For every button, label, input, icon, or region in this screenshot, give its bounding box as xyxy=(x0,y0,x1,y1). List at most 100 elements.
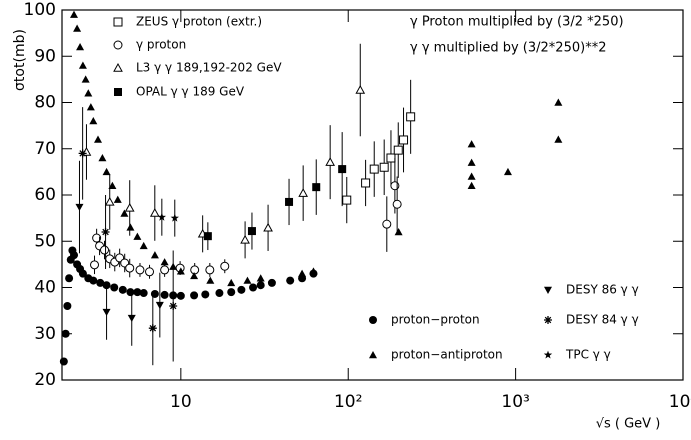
data-point xyxy=(155,301,164,310)
data-point xyxy=(89,276,98,285)
data-point xyxy=(78,149,87,158)
data-point xyxy=(256,281,265,290)
data-point xyxy=(369,164,379,174)
data-point xyxy=(467,140,476,148)
data-point xyxy=(124,202,135,212)
data-point xyxy=(139,241,148,250)
data-point xyxy=(205,265,215,275)
data-point xyxy=(84,89,93,97)
y-tick-label: 40 xyxy=(34,278,56,298)
data-point xyxy=(361,178,371,188)
data-point xyxy=(127,314,136,323)
data-point xyxy=(390,181,400,191)
legend-label: DESY 84 γ γ xyxy=(566,313,639,327)
data-point xyxy=(256,274,265,282)
data-point xyxy=(243,276,252,284)
data-point xyxy=(190,291,199,300)
y-tick-label: 20 xyxy=(34,370,56,390)
data-point xyxy=(298,188,309,197)
data-point xyxy=(160,258,169,266)
data-point xyxy=(133,288,142,297)
legend-symbol xyxy=(113,40,123,50)
data-point xyxy=(503,167,512,176)
data-point xyxy=(267,278,276,287)
x-tick-label: 10 xyxy=(170,392,192,412)
data-point xyxy=(133,232,142,240)
annotation: γ Proton multiplied by (3/2 *250) xyxy=(410,15,624,30)
data-point xyxy=(135,265,145,275)
legend-label: TPC γ γ xyxy=(565,348,611,362)
data-point xyxy=(73,24,82,32)
data-point xyxy=(247,227,256,236)
data-point xyxy=(240,234,250,244)
data-point xyxy=(65,274,74,283)
y-tick-label: 50 xyxy=(34,231,56,251)
data-point xyxy=(176,291,185,300)
data-point xyxy=(309,267,318,275)
data-point xyxy=(286,276,295,285)
data-point xyxy=(285,197,294,206)
y-tick-label: 80 xyxy=(34,93,56,113)
y-axis-label: σtot(mb) xyxy=(12,29,28,91)
data-point xyxy=(90,260,100,270)
data-point xyxy=(467,158,476,166)
legend-label: proton−proton xyxy=(391,313,480,327)
y-tick-label: 90 xyxy=(34,46,56,66)
legend-symbol xyxy=(369,351,377,359)
data-point xyxy=(59,357,68,366)
legend-symbol xyxy=(543,350,553,359)
data-point xyxy=(120,209,129,217)
data-point xyxy=(227,278,236,287)
data-point xyxy=(190,265,200,275)
data-point xyxy=(203,232,212,241)
data-point xyxy=(392,199,402,209)
data-point xyxy=(386,153,396,163)
data-point xyxy=(102,308,111,317)
data-point xyxy=(379,162,389,172)
data-point xyxy=(342,195,352,205)
data-point xyxy=(312,183,321,192)
data-point xyxy=(206,276,215,284)
data-point xyxy=(76,43,85,51)
data-point xyxy=(78,61,87,69)
x-tick-label: 10² xyxy=(334,392,362,412)
data-point xyxy=(100,245,110,255)
data-point xyxy=(148,324,157,333)
legend-label: proton−antiproton xyxy=(391,348,503,362)
legend-symbol xyxy=(114,88,122,96)
data-point xyxy=(75,203,84,212)
data-point xyxy=(263,222,273,232)
data-point xyxy=(150,289,159,298)
data-point xyxy=(249,283,258,292)
data-point xyxy=(382,219,392,229)
legend-symbol xyxy=(544,316,552,324)
data-point xyxy=(113,195,122,203)
x-tick-label: 10⁴ xyxy=(669,392,691,412)
data-point xyxy=(176,267,185,275)
data-point xyxy=(110,283,119,292)
data-point xyxy=(393,145,403,155)
data-point xyxy=(467,172,476,180)
data-point xyxy=(145,267,155,277)
legend-label: γ proton xyxy=(136,38,186,52)
data-point xyxy=(201,290,210,299)
data-point xyxy=(92,233,102,243)
x-tick-label: 10³ xyxy=(501,392,529,412)
data-point xyxy=(125,263,135,273)
data-point xyxy=(78,269,87,278)
data-point xyxy=(81,75,90,83)
data-point xyxy=(394,228,403,236)
data-point xyxy=(227,288,236,297)
data-point xyxy=(70,10,79,18)
data-point xyxy=(215,289,224,298)
data-point xyxy=(149,208,160,217)
data-point xyxy=(98,154,107,162)
data-point xyxy=(126,288,135,297)
data-point xyxy=(338,165,347,174)
data-point xyxy=(355,84,366,94)
data-point xyxy=(399,135,409,145)
data-point xyxy=(94,135,103,143)
legend-label: DESY 86 γ γ xyxy=(566,283,639,297)
y-tick-label: 60 xyxy=(34,185,56,205)
annotation: γ γ multiplied by (3/2*250)**2 xyxy=(410,41,606,56)
